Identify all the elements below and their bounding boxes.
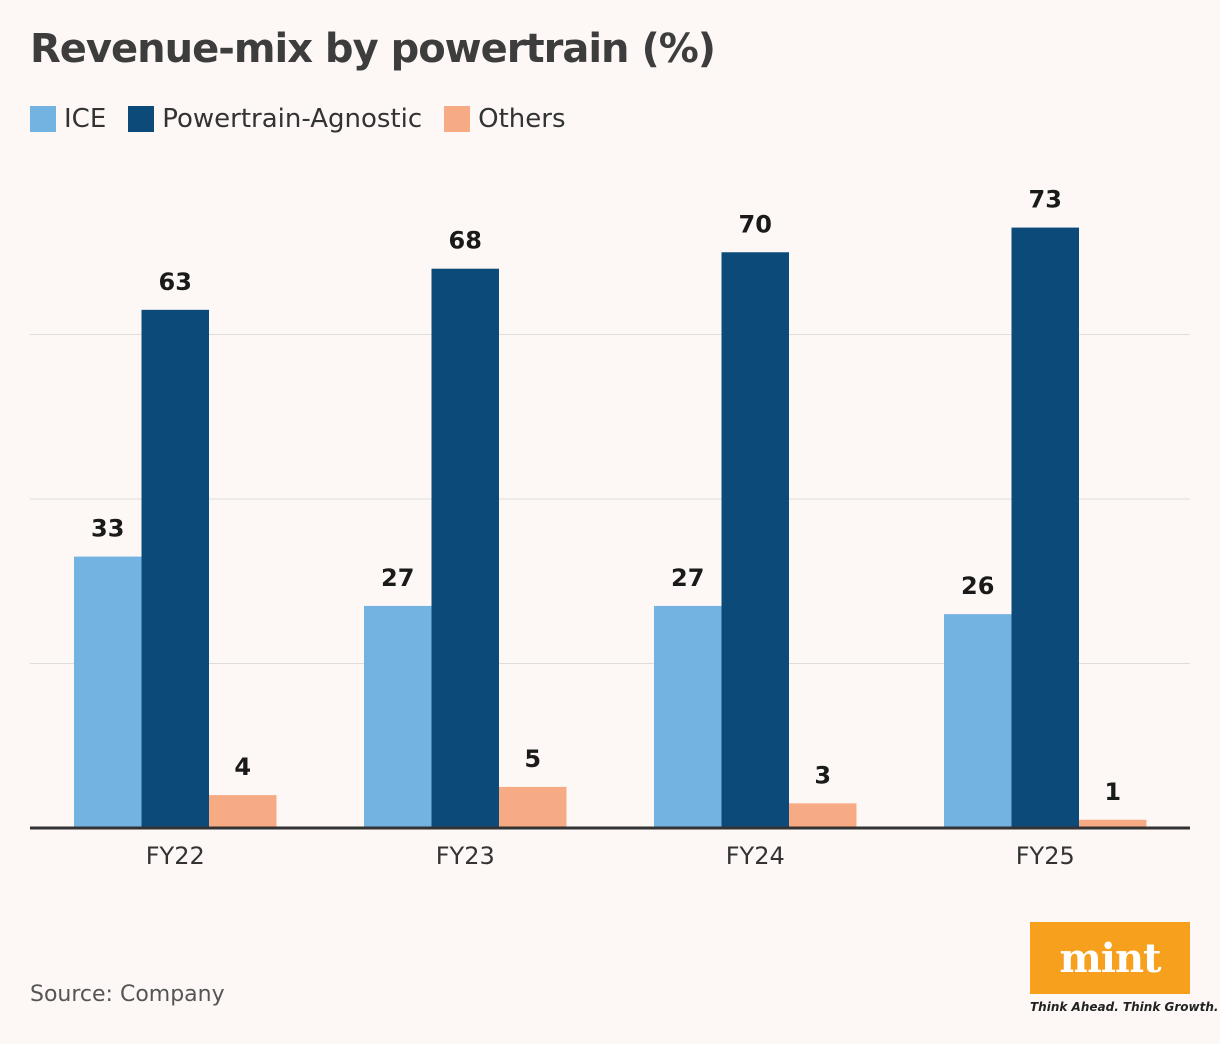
mint-logo: mint — [1030, 922, 1190, 994]
legend-label-ice: ICE — [64, 104, 107, 134]
x-tick-label: FY23 — [436, 842, 495, 870]
legend-label-powertrain-agnostic: Powertrain-Agnostic — [162, 104, 423, 134]
bar-others-fy25 — [1079, 819, 1147, 828]
bar-ice-fy24 — [654, 605, 722, 828]
data-label: 1 — [1104, 778, 1121, 806]
data-label: 27 — [381, 564, 414, 592]
data-label: 73 — [1029, 186, 1062, 214]
data-label: 68 — [449, 227, 482, 255]
legend: ICE Powertrain-Agnostic Others — [30, 104, 588, 134]
source-note: Source: Company — [30, 982, 225, 1007]
chart-title: Revenue-mix by powertrain (%) — [30, 26, 716, 72]
bar-ice-fy22 — [74, 556, 142, 828]
legend-swatch-others — [444, 106, 471, 132]
data-label: 70 — [739, 210, 772, 238]
logo-text: mint — [1059, 934, 1161, 982]
legend-item-ice: ICE — [30, 104, 106, 134]
bar-ice-fy23 — [364, 605, 432, 828]
data-label: 27 — [671, 564, 704, 592]
x-tick-label: FY22 — [146, 842, 205, 870]
bar-ice-fy25 — [944, 614, 1012, 828]
legend-swatch-powertrain-agnostic — [128, 106, 155, 132]
bar-others-fy24 — [789, 803, 857, 828]
bar-powertrain-agnostic-fy25 — [1011, 227, 1079, 828]
data-label: 3 — [814, 761, 831, 789]
legend-swatch-ice — [30, 106, 56, 132]
bar-others-fy22 — [209, 795, 277, 828]
data-label: 5 — [524, 745, 541, 773]
data-label: 4 — [234, 753, 251, 781]
legend-item-powertrain-agnostic: Powertrain-Agnostic — [128, 104, 422, 134]
legend-item-others: Others — [444, 104, 566, 134]
bar-powertrain-agnostic-fy23 — [431, 268, 499, 828]
data-label: 63 — [159, 268, 192, 296]
legend-label-others: Others — [478, 104, 566, 134]
x-tick-label: FY25 — [1016, 842, 1075, 870]
bar-others-fy23 — [499, 786, 567, 828]
bar-powertrain-agnostic-fy22 — [141, 309, 209, 828]
bar-powertrain-agnostic-fy24 — [721, 252, 789, 828]
x-tick-label: FY24 — [726, 842, 785, 870]
data-label: 33 — [91, 515, 124, 543]
logo-tagline: Think Ahead. Think Growth. — [1030, 1000, 1219, 1014]
data-label: 26 — [961, 572, 994, 600]
